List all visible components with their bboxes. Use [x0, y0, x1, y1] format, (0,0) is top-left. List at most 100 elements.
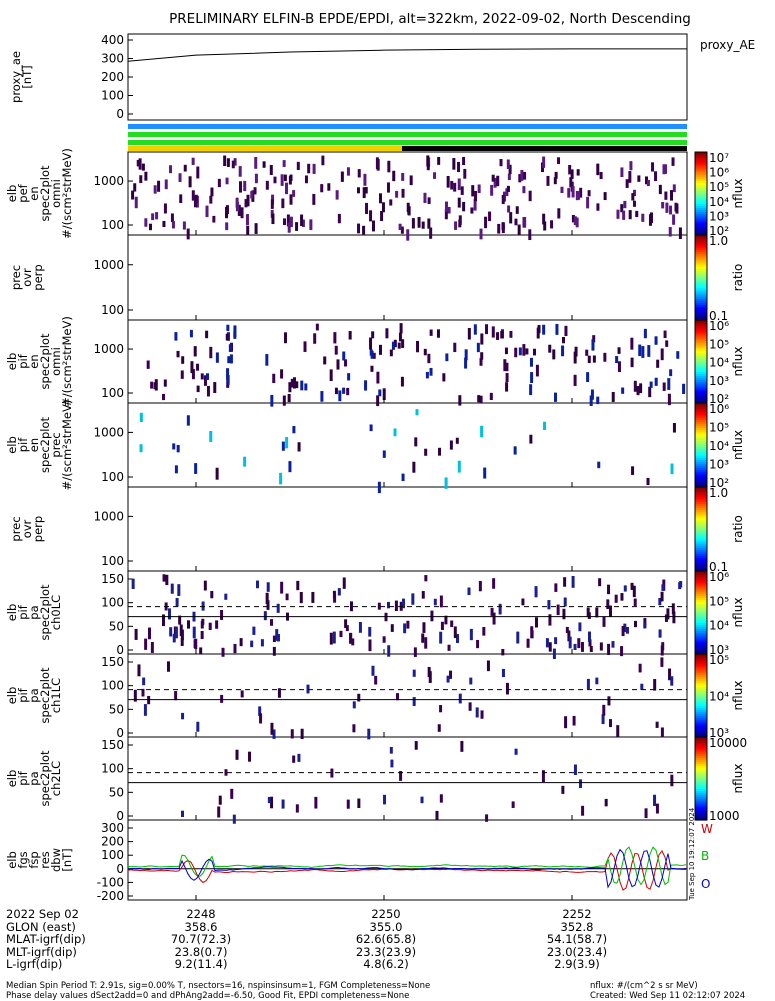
- colorbar-cell: [695, 560, 707, 564]
- pixel: [608, 719, 612, 728]
- colorbar-cell: [695, 587, 707, 591]
- pixel: [623, 623, 627, 633]
- pixel: [670, 190, 674, 201]
- pixel: [393, 428, 397, 437]
- pixel: [169, 627, 173, 637]
- colorbar-cell: [695, 313, 707, 317]
- colorbar-cell: [695, 380, 707, 383]
- footer-col-2250: 23.3(23.9): [355, 944, 417, 959]
- pixel: [246, 194, 250, 207]
- pixel: [255, 580, 259, 589]
- colorbar-cell: [695, 172, 707, 176]
- pixel: [611, 391, 615, 402]
- pixel: [658, 184, 662, 195]
- pixel: [473, 198, 477, 211]
- colorbar-cell: [695, 254, 707, 257]
- colorbar-cell: [695, 388, 707, 392]
- pixel: [150, 642, 154, 653]
- pixel: [635, 210, 639, 218]
- colorbar-cell: [695, 795, 707, 798]
- ylabel-line: #/(scm²strMeV): [60, 148, 74, 239]
- pixel: [455, 437, 459, 444]
- ytick-label: 1000: [93, 174, 124, 188]
- panel-frame: [127, 319, 688, 404]
- pixel: [506, 159, 510, 170]
- pixel: [643, 622, 647, 629]
- pixel: [401, 188, 405, 198]
- pixel: [297, 442, 301, 452]
- pixel: [245, 214, 249, 226]
- ytick-label: 100: [101, 848, 124, 862]
- colorbar-cell: [695, 421, 707, 425]
- pixel: [654, 336, 658, 345]
- pixel: [670, 463, 674, 475]
- ylabel-line: #/(scm²strMeV): [60, 316, 74, 407]
- colorbar-cell: [695, 514, 707, 517]
- pixel: [552, 349, 556, 360]
- pixel: [166, 661, 170, 672]
- pixel: [541, 770, 545, 783]
- pixel: [620, 593, 624, 601]
- colorbar-cell: [695, 183, 707, 186]
- colorbar-cell: [695, 203, 707, 207]
- pixel: [229, 354, 233, 364]
- colorbar-cell: [695, 487, 707, 490]
- pixel: [678, 582, 682, 590]
- colorbar-cell: [695, 478, 707, 482]
- pixel: [225, 177, 229, 185]
- colorbar-cell: [695, 307, 707, 310]
- colorbar-cell: [695, 328, 707, 331]
- pixel: [479, 357, 483, 366]
- pixel: [547, 600, 551, 610]
- pixel: [604, 798, 608, 807]
- pixel: [511, 801, 515, 808]
- colorbar-cell: [695, 212, 707, 215]
- pixel: [444, 477, 448, 489]
- colorbar-cell: [695, 691, 707, 695]
- colorbar-cell: [695, 232, 707, 236]
- colorbar-cell: [695, 788, 707, 792]
- colorbar-cell: [695, 315, 707, 319]
- pixel: [670, 774, 674, 787]
- pixel: [391, 341, 395, 350]
- pixel: [300, 380, 304, 391]
- pixel: [180, 810, 184, 817]
- colorbar-cell: [695, 269, 707, 272]
- pixel: [567, 188, 571, 198]
- pixel: [568, 164, 572, 175]
- colorbar-cell: [695, 480, 707, 484]
- colorbar-cell: [695, 726, 707, 730]
- pixel: [526, 638, 530, 648]
- colorbar-cell: [695, 222, 707, 226]
- pixel: [415, 409, 419, 416]
- ylabel-line: prec: [9, 516, 23, 541]
- pixel: [535, 364, 539, 377]
- pixel: [349, 601, 353, 612]
- colorbar-cell: [695, 239, 707, 242]
- ytick-label: 1000: [93, 258, 124, 272]
- pixel: [462, 156, 466, 166]
- pixel: [595, 677, 599, 685]
- colorbar-cell: [695, 784, 707, 788]
- colorbar-cell: [695, 516, 707, 520]
- colorbar-cell: [695, 772, 707, 775]
- colorbar-cell: [695, 277, 707, 281]
- pixel: [137, 664, 141, 677]
- colorbar-cell: [695, 484, 707, 488]
- pixel: [445, 353, 449, 362]
- pixel: [271, 213, 275, 225]
- pixel: [424, 448, 428, 456]
- pixel: [334, 345, 338, 355]
- colorbar-cell: [695, 541, 707, 545]
- pixel: [638, 663, 642, 673]
- pixel: [571, 575, 575, 588]
- pixel: [665, 340, 669, 347]
- pixel: [467, 327, 471, 340]
- pixel: [561, 337, 565, 344]
- colorbar-cell: [695, 326, 707, 329]
- colorbar-cell: [695, 201, 707, 205]
- pixel: [469, 677, 473, 685]
- colorbar-cell: [695, 645, 707, 649]
- spectrogram-noise: [133, 657, 674, 740]
- colorbar-cell: [695, 214, 707, 217]
